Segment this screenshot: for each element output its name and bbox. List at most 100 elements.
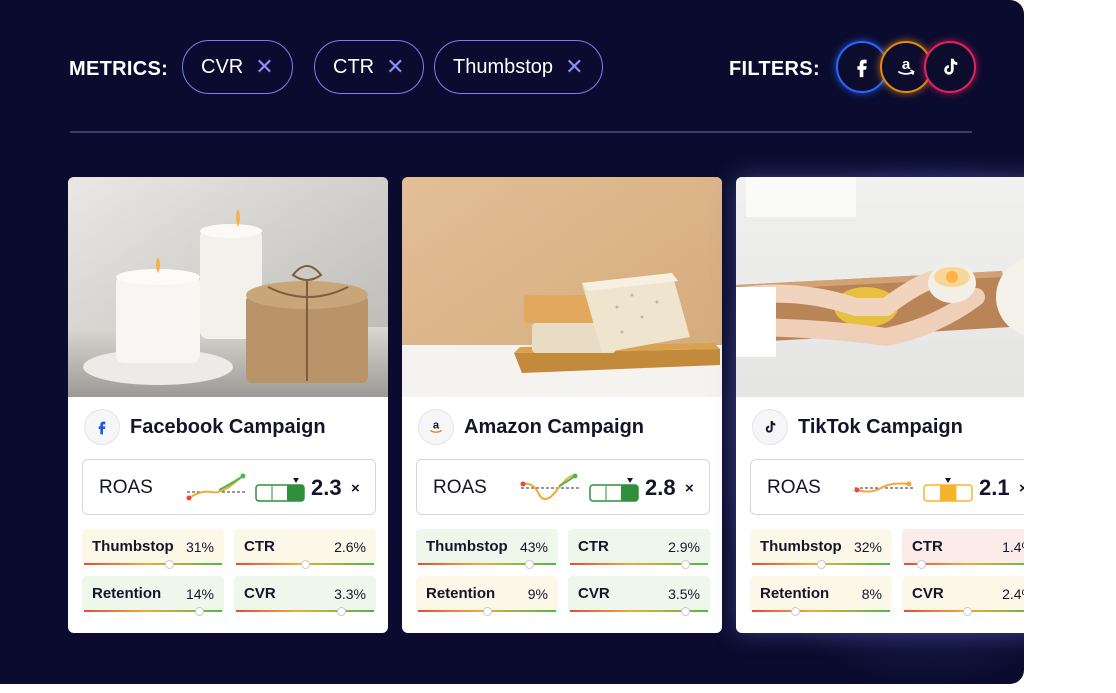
metric-chip-label: Thumbstop (453, 55, 554, 78)
metric-slider-knob (680, 607, 690, 616)
tiktok-icon (944, 58, 958, 75)
roas-box: ROAS 2.3 × (82, 459, 376, 515)
facebook-icon (84, 409, 120, 445)
metric-slider-knob (164, 560, 174, 569)
metric-value: 8% (861, 586, 882, 602)
amazon-icon: a (898, 56, 915, 75)
filter-facebook-button[interactable] (836, 41, 888, 93)
metric-slider-knob (194, 607, 204, 616)
dashboard-panel: METRICS: CVR ✕ CTR ✕ Thumbstop ✕ FILTERS… (0, 0, 1024, 684)
metric-label: Retention (760, 585, 830, 602)
metric-retention: Retention 8% (750, 576, 892, 616)
metric-label: CVR (578, 585, 610, 602)
metric-slider-track (418, 563, 556, 565)
metric-ctr: CTR 2.9% (568, 529, 710, 569)
metric-ctr: CTR 2.6% (234, 529, 376, 569)
filter-amazon-button[interactable]: a (880, 41, 932, 93)
card-title-row: TikTok Campaign (752, 409, 963, 445)
metric-cvr: CVR 3.3% (234, 576, 376, 616)
metric-value: 14% (185, 586, 214, 602)
campaign-title: Amazon Campaign (464, 415, 645, 438)
card-title-row: a Amazon Campaign (418, 409, 644, 445)
card-title-row: Facebook Campaign (84, 409, 326, 445)
close-icon[interactable]: ✕ (386, 54, 405, 79)
campaign-image-candles (68, 177, 388, 397)
metric-label: Thumbstop (760, 538, 842, 555)
close-icon[interactable]: ✕ (565, 54, 584, 79)
metric-chip-cvr[interactable]: CVR ✕ (182, 40, 293, 94)
metric-ctr: CTR 1.4% (902, 529, 1024, 569)
metric-value: 2.9% (668, 539, 700, 555)
metric-label: CVR (244, 585, 276, 602)
roas-value: 2.8 (645, 475, 676, 500)
roas-box: ROAS 2.1 × (750, 459, 1024, 515)
metric-slider-knob (791, 607, 800, 616)
metric-slider-knob (817, 560, 826, 569)
tiktok-icon (752, 409, 788, 445)
metric-retention: Retention 14% (82, 576, 224, 616)
campaign-image-soap (402, 177, 722, 397)
roas-box: ROAS 2.8 × (416, 459, 710, 515)
metric-value: 31% (185, 539, 214, 555)
roas-gauge (255, 478, 305, 502)
metric-slider-knob (962, 607, 972, 616)
roas-value: 2.3 (311, 475, 342, 500)
roas-value: 2.1 (979, 475, 1010, 500)
close-icon[interactable]: ✕ (255, 54, 274, 79)
metric-slider-knob (483, 607, 492, 616)
toolbar: METRICS: CVR ✕ CTR ✕ Thumbstop ✕ FILTERS… (0, 0, 1024, 132)
metric-cvr: CVR 3.5% (568, 576, 710, 616)
campaign-card-amazon[interactable]: a Amazon Campaign ROAS (402, 177, 722, 633)
metric-slider-knob (301, 560, 310, 569)
metric-slider-track (84, 563, 222, 565)
metric-label: Retention (426, 585, 496, 602)
campaign-image-candle-hands (736, 177, 1024, 397)
metric-label: CTR (244, 538, 275, 555)
roas-label: ROAS (433, 477, 487, 498)
metric-chip-label: CVR (201, 55, 244, 78)
metric-value: 43% (519, 539, 548, 555)
metric-retention: Retention 9% (416, 576, 558, 616)
metric-slider-track (752, 610, 890, 612)
roas-unit: × (1019, 480, 1024, 497)
roas-label: ROAS (99, 477, 153, 498)
metric-value: 1.4% (1002, 539, 1024, 555)
campaign-title: Facebook Campaign (130, 415, 326, 438)
roas-unit: × (685, 480, 694, 497)
metric-label: Retention (92, 585, 162, 602)
campaign-card-tiktok[interactable]: TikTok Campaign ROAS 2.1 × (736, 177, 1024, 633)
metric-slider-knob (917, 560, 926, 569)
facebook-icon (857, 59, 867, 78)
metric-slider-track (904, 563, 1024, 565)
metric-label: CTR (912, 538, 943, 555)
metric-label: CTR (578, 538, 609, 555)
metrics-label: METRICS: (69, 58, 169, 80)
metric-chip-label: CTR (333, 55, 375, 78)
metric-label: Thumbstop (426, 538, 508, 555)
svg-text:a: a (433, 420, 440, 432)
roas-label: ROAS (767, 477, 821, 498)
metric-label: Thumbstop (92, 538, 174, 555)
metric-thumbstop: Thumbstop 43% (416, 529, 558, 569)
svg-text:a: a (902, 56, 911, 73)
metric-value: 3.3% (334, 586, 366, 602)
metric-slider-knob (680, 560, 690, 569)
filters-label: FILTERS: (729, 58, 820, 80)
metric-slider-track (570, 563, 708, 565)
roas-unit: × (351, 480, 360, 497)
metric-chip-thumbstop[interactable]: Thumbstop ✕ (434, 40, 603, 94)
metric-cvr: CVR 2.4% (902, 576, 1024, 616)
metric-value: 32% (853, 539, 882, 555)
roas-gauge (589, 478, 639, 502)
amazon-icon: a (418, 409, 454, 445)
filter-tiktok-button[interactable] (924, 41, 976, 93)
metric-value: 2.6% (334, 539, 366, 555)
campaign-card-facebook[interactable]: Facebook Campaign ROAS 2.3 × (68, 177, 388, 633)
metric-slider-track (570, 610, 708, 612)
roas-trend-sparkline (854, 481, 913, 493)
metric-slider-track (84, 610, 222, 612)
header-divider (70, 131, 972, 133)
roas-trend-sparkline (186, 473, 246, 501)
metric-chip-ctr[interactable]: CTR ✕ (314, 40, 424, 94)
metric-value: 3.5% (668, 586, 700, 602)
